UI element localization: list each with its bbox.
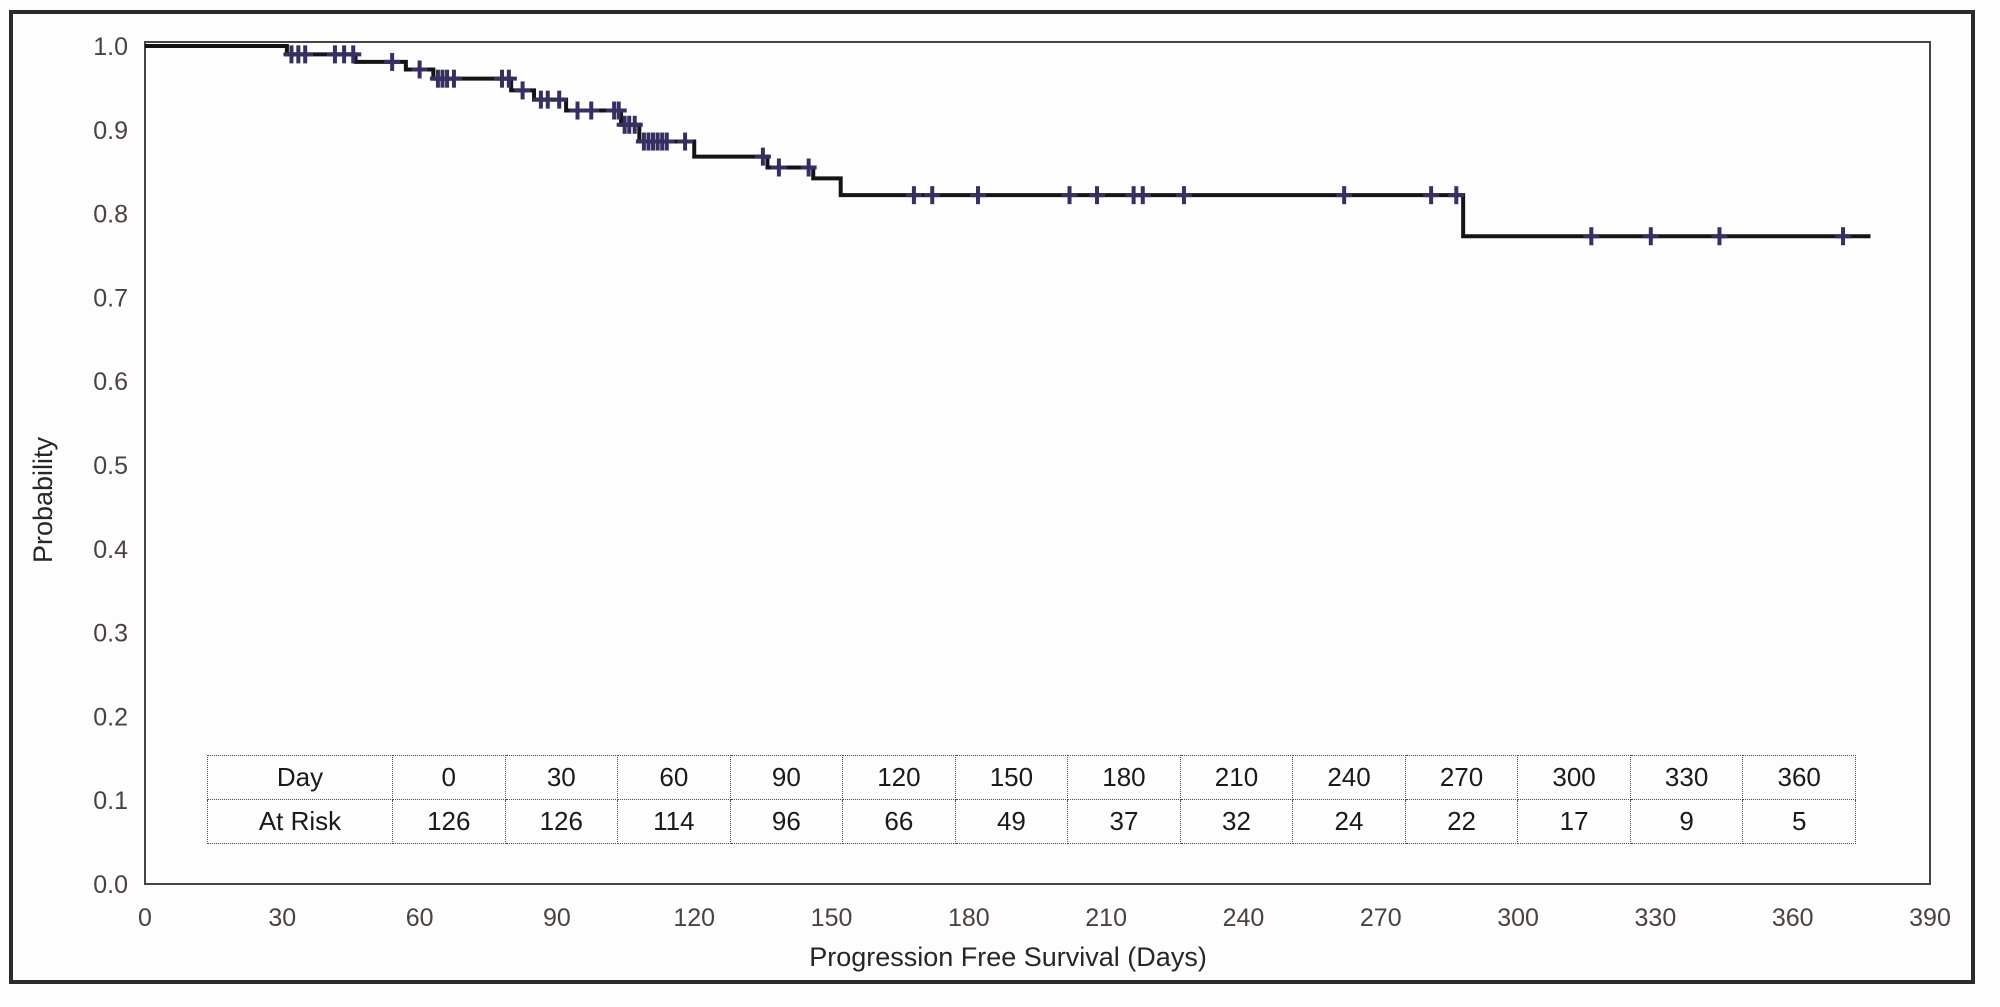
risk-table-atrisk-cell: 24 [1292, 799, 1406, 844]
x-tick-label: 150 [811, 904, 853, 932]
y-tick-label: 1.0 [93, 33, 128, 61]
censor-mark [626, 115, 643, 134]
risk-table-row: Day 0 30 60 90 120 150 180 210 240 270 300 330 360 [207, 755, 1856, 800]
censor-mark [800, 158, 817, 177]
y-tick-label: 0.3 [93, 620, 128, 648]
risk-table-day-cell: 210 [1179, 755, 1294, 800]
x-tick-label: 60 [406, 904, 434, 932]
survival-curve [145, 44, 1871, 239]
axis-tick-labels: 0 30 60 90 120 150 180 210 240 270 300 330 360 3900.0… [93, 33, 1951, 932]
figure-border [9, 10, 1975, 984]
risk-table-row-label: At Risk [207, 799, 393, 844]
risk-table-day-cell: 0 [392, 755, 506, 800]
risk-table-day-cell: 150 [954, 755, 1069, 800]
risk-table-atrisk-cell: 22 [1404, 799, 1519, 844]
risk-table-day-cell: 300 [1517, 755, 1631, 800]
risk-table-day-cell: 90 [729, 755, 844, 800]
y-tick-label: 0.2 [93, 703, 128, 731]
x-tick-label: 210 [1085, 904, 1127, 932]
censor-mark [551, 90, 568, 109]
censor-mark [411, 60, 428, 79]
censor-mark [514, 81, 531, 100]
censor-marks-group [283, 45, 1852, 246]
risk-table-atrisk-cell: 32 [1179, 799, 1294, 844]
x-tick-label: 270 [1360, 904, 1402, 932]
risk-table-atrisk-cell: 96 [729, 799, 844, 844]
censor-mark [1336, 186, 1353, 205]
risk-table-day-cell: 180 [1067, 755, 1181, 800]
censor-mark [384, 52, 401, 71]
risk-table-atrisk-cell: 126 [392, 799, 506, 844]
censor-mark [297, 45, 314, 64]
y-tick-label: 0.1 [93, 787, 128, 815]
x-tick-label: 300 [1497, 904, 1539, 932]
censor-mark [924, 186, 941, 205]
risk-table-atrisk-cell: 114 [617, 799, 731, 844]
x-tick-label: 120 [673, 904, 715, 932]
censor-mark [770, 158, 787, 177]
censor-mark [1583, 227, 1600, 246]
y-tick-label: 0.5 [93, 452, 128, 480]
risk-table-atrisk-cell: 49 [954, 799, 1069, 844]
y-tick-label: 0.6 [93, 368, 128, 396]
y-tick-label: 0.8 [93, 201, 128, 229]
censor-mark [1134, 186, 1151, 205]
censor-mark [1448, 186, 1465, 205]
y-tick-label: 0.4 [93, 536, 128, 564]
y-tick-label: 0.9 [93, 117, 128, 145]
censor-mark [905, 186, 922, 205]
censor-mark [754, 147, 771, 166]
censor-mark [1061, 186, 1078, 205]
censor-mark [658, 132, 675, 151]
censor-mark [1711, 227, 1728, 246]
censor-mark [970, 186, 986, 205]
x-tick-label: 30 [268, 904, 296, 932]
risk-table-day-cell: 330 [1629, 755, 1744, 800]
censor-mark [610, 101, 627, 120]
censor-mark [1423, 186, 1440, 205]
censor-mark [569, 101, 586, 120]
censor-mark [500, 69, 517, 88]
plot-area-border [144, 41, 1931, 885]
risk-table-day-cell: 240 [1292, 755, 1406, 800]
x-tick-label: 390 [1909, 904, 1951, 932]
censor-mark [345, 45, 362, 64]
risk-table-atrisk-cell: 66 [842, 799, 956, 844]
x-tick-label: 240 [1223, 904, 1265, 932]
censor-mark [1835, 227, 1852, 246]
censor-mark [445, 69, 462, 88]
x-axis-title: Progression Free Survival (Days) [809, 942, 1207, 972]
censor-mark [1642, 227, 1659, 246]
risk-table-day-cell: 60 [617, 755, 731, 800]
x-tick-label: 90 [543, 904, 571, 932]
risk-table-atrisk-cell: 9 [1629, 799, 1744, 844]
censor-mark [677, 132, 694, 151]
risk-table-row: At Risk 126 126 114 96 66 49 37 32 24 22 17 9 5 [207, 799, 1856, 844]
censor-mark [1175, 186, 1192, 205]
risk-table-day-cell: 360 [1742, 755, 1856, 800]
risk-table-day-cell: 270 [1404, 755, 1519, 800]
censor-mark [583, 101, 600, 120]
survival-curve-group [145, 44, 1871, 239]
censor-mark [1089, 186, 1105, 205]
risk-table: Day 0 30 60 90 120 150 180 210 240 270 300 330 360 At … [207, 755, 1856, 844]
risk-table-atrisk-cell: 37 [1067, 799, 1181, 844]
y-axis-title: Probability [28, 436, 58, 563]
x-tick-label: 330 [1635, 904, 1677, 932]
risk-table-atrisk-cell: 5 [1742, 799, 1856, 844]
risk-table-day-cell: 120 [842, 755, 956, 800]
x-tick-label: 180 [948, 904, 990, 932]
x-tick-label: 0 [138, 904, 152, 932]
risk-table-atrisk-cell: 126 [504, 799, 619, 844]
y-tick-label: 0.0 [93, 871, 128, 899]
risk-table-atrisk-cell: 17 [1517, 799, 1631, 844]
y-tick-label: 0.7 [93, 284, 128, 312]
risk-table-row-label: Day [207, 755, 393, 800]
risk-table-day-cell: 30 [504, 755, 619, 800]
x-tick-label: 360 [1772, 904, 1814, 932]
